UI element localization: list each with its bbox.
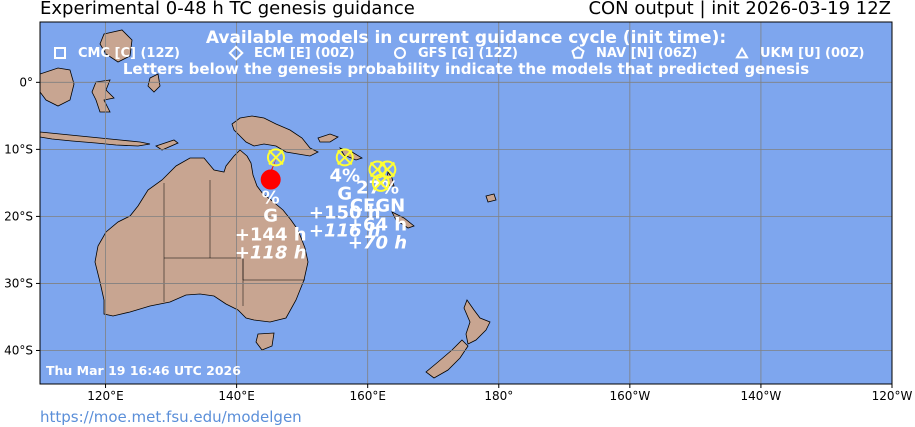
genesis-marker-ring	[368, 160, 387, 179]
lead-time-label: +150 h	[309, 202, 381, 223]
legend-note: Letters below the genesis probability in…	[123, 60, 809, 78]
timestamp: Thu Mar 19 16:46 UTC 2026	[46, 363, 241, 378]
sulawesi-land	[91, 79, 115, 113]
lat-tick-label: 10°S	[4, 142, 33, 156]
genesis-marker-ring	[371, 173, 390, 192]
new-britain-land	[317, 133, 339, 143]
model-legend: Available models in current guidance cyc…	[54, 28, 864, 78]
lon-tick-label: 120°W	[872, 389, 913, 403]
map-frame	[39, 21, 893, 385]
axis-ticks: 120°E 140°E 160°E 180° 160°W 140°W 120°W 0° 10°S…	[4, 75, 912, 403]
chart-title: Experimental 0-48 h TC genesis guidance	[40, 0, 415, 19]
lat-tick-label: 0°	[19, 75, 33, 89]
lesser-sunda-land	[40, 131, 151, 147]
lead-time-label: +70 h	[348, 232, 407, 253]
new-zealand-south-land	[425, 339, 469, 379]
legend-heading: Available models in current guidance cyc…	[206, 28, 726, 48]
pentagon-symbol-icon	[571, 46, 585, 59]
borneo-land	[40, 67, 75, 107]
timor-land	[155, 139, 179, 151]
mindanao-land	[99, 29, 133, 63]
halmahera-land	[147, 73, 161, 93]
fiji-land	[485, 193, 497, 203]
lead-time-label: +116 h	[309, 220, 381, 241]
genesis-probability-label: 4%	[329, 165, 360, 186]
genesis-models-label: G	[337, 183, 352, 204]
triangle-symbol-icon	[735, 46, 749, 59]
landmasses	[40, 29, 497, 379]
new-caledonia-land	[391, 211, 415, 229]
legend-model-label: ECM [E] (00Z)	[254, 46, 355, 61]
run-info: CON output | init 2026-03-19 12Z	[588, 0, 891, 19]
legend-model-label: UKM [U] (00Z)	[760, 46, 864, 61]
australia-land	[94, 149, 309, 323]
genesis-marker-cross	[268, 149, 284, 166]
lat-tick-label: 40°S	[4, 343, 33, 357]
genesis-models-label: G	[263, 206, 278, 227]
lon-tick-label: 160°E	[349, 389, 386, 403]
legend-model-label: CMC [C] (12Z)	[78, 46, 180, 61]
lat-tick-label: 20°S	[4, 209, 33, 223]
genesis-markers: %G+144 h+118 h4%G+150 h+116 h27%CEGN+64 …	[235, 148, 407, 264]
genesis-marker-ring	[266, 148, 285, 167]
lat-tick-label: 30°S	[4, 276, 33, 290]
genesis-marker-ring	[335, 148, 354, 167]
source-url-link[interactable]: https://moe.met.fsu.edu/modelgen	[40, 408, 302, 426]
new-guinea-land	[231, 115, 319, 157]
circle-symbol-icon	[394, 47, 406, 59]
lead-time-label: +118 h	[235, 243, 307, 264]
lead-time-label: +144 h	[235, 225, 307, 246]
genesis-marker-cross	[373, 175, 389, 191]
lon-tick-label: 160°W	[609, 389, 650, 403]
genesis-models-label: CEGN	[350, 195, 405, 216]
legend-model-label: GFS [G] (12Z)	[418, 46, 518, 61]
lon-tick-label: 120°E	[87, 389, 124, 403]
genesis-probability-label: %	[262, 188, 280, 209]
state-borders	[163, 180, 305, 306]
lon-tick-label: 180°	[484, 389, 513, 403]
lon-tick-label: 140°E	[218, 389, 255, 403]
genesis-marker-cross	[337, 149, 353, 166]
new-zealand-north-land	[463, 299, 491, 345]
diamond-symbol-icon	[228, 45, 244, 61]
genesis-marker-filled	[260, 169, 281, 190]
legend-model-label: NAV [N] (06Z)	[596, 46, 697, 61]
tasmania-land	[255, 332, 275, 351]
square-symbol-icon	[54, 47, 66, 59]
lon-tick-label: 140°W	[741, 389, 782, 403]
lead-time-label: +64 h	[348, 214, 407, 235]
